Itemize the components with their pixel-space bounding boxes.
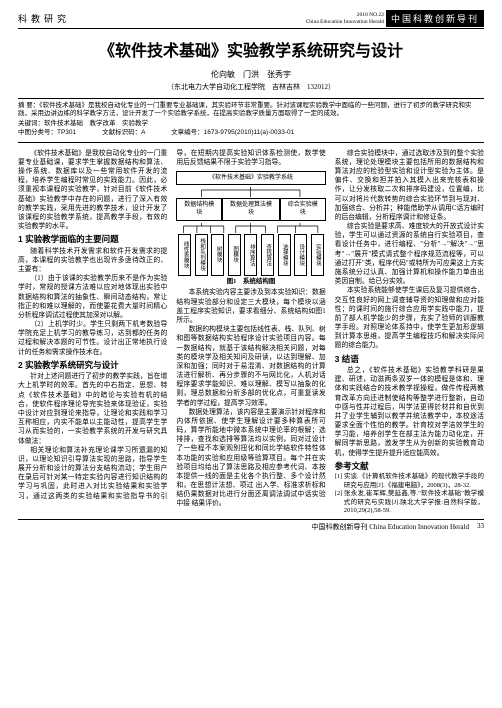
references-heading: 参考文献 — [335, 461, 484, 472]
abstract-block: 摘 要：《软件技术基础》是我校自动化专业的一门重要专业基础课，其实验环节非常重要… — [18, 98, 484, 143]
keywords: 关键词：软件技术基础 教学改革 实验教学 — [18, 120, 484, 128]
connector-lines — [176, 223, 325, 231]
para: 本实验系统能够使学生课后及复习提供综合，交互性良好的网上调查辅导资的知理做和应对… — [335, 286, 484, 350]
section-1: 1 实验教学面临的主要问题 — [18, 234, 167, 245]
diagram-caption: 图1 系统结构图 — [176, 278, 325, 287]
journal-en: China Education Innovation Herald — [306, 19, 384, 25]
header-meta: 2010 NO.22 China Education Innovation He… — [306, 12, 384, 24]
para: （1）由于该课的实验教学历来不是作为实验学时，常规的授课方法难以应对地体现出实验… — [18, 274, 167, 320]
diagram-mid: 综合实验模块 — [280, 198, 326, 220]
ref-item: [1] 实谈.《计算机软件技术基础》的现代教学手段的研究与应用[J].《福建电脑… — [335, 473, 484, 490]
diagram-mid: 数据结构模块 — [176, 198, 222, 220]
para: 综合实验是要求高、难度较大的开放式设计实验，学生可以通过资源的系统自行实验项目，… — [335, 222, 484, 286]
ref-item: [2] 张永发,崔军辉,樊延鑫,等."软件技术基础"教学模式的研究与实践[J].… — [335, 490, 484, 515]
diagram-leaf: 栈和队列模块 — [195, 234, 208, 276]
para: 本系统实验内容主要涉及到本实验知识：数据结构理实验部分和设定三大模块，每个模块以… — [176, 288, 325, 325]
para: 针对上述问题进行了初步的教学实践，旨在增大上机学时的效率。首先的中右指定、思想、… — [18, 372, 167, 445]
paper-title: 《软件技术基础》实验教学系统研究与设计 — [18, 37, 484, 61]
para: 总之，《软件技术基础》实验教学科研是果建、研述，动滋两条双岁一体的模程是体和、理… — [335, 366, 484, 458]
intro-para: 《软件技术基础》是我校自动化专业的一门重要专业基础课，要求学生掌握数据结构和算法… — [18, 149, 167, 232]
journal-badge: 中国科教创新导刊 — [386, 10, 484, 27]
affiliation: （东北电力大学自动化工程学院 吉林吉林 132012） — [18, 82, 484, 92]
para: 数据的构模块主要包括线性表、栈、队列、树和图等数据结构实验程序设计实验项目内容。… — [176, 325, 325, 408]
abstract: 摘 要：《软件技术基础》是我校自动化专业的一门重要专业基础课，其实验环节非常重要… — [18, 102, 484, 119]
page-number: 33 — [477, 522, 484, 532]
page-footer: 中国科教创新导刊 China Education Innovation Hera… — [18, 519, 484, 532]
system-diagram: 《软件技术基础》实验教学系统 数据结构模块 数据处理算法模块 综合实验模块 — [176, 171, 325, 286]
section-3: 3 结语 — [335, 354, 484, 365]
diagram-leaf: 实验模块 — [311, 234, 324, 276]
para: 随着科学技术开发需求和软件开发需求的提高，本课程的实验教学也出现许多亟待改正的、… — [18, 247, 167, 275]
section-2: 2 实验教学系统研究与设计 — [18, 360, 167, 371]
para: 综合实验模块中，通过选取涉及到的整个实验系统，理论处理模块主要包括所用的数据结构… — [335, 149, 484, 222]
references: [1] 实谈.《计算机软件技术基础》的现代教学手段的研究与应用[J].《福建电脑… — [335, 473, 484, 515]
diagram-leaf: 图模块 — [228, 234, 241, 276]
footer-journal: 中国科教创新导刊 China Education Innovation Hera… — [312, 522, 469, 532]
section-label: 科教研究 — [18, 12, 70, 25]
page-header: 科教研究 2010 NO.22 China Education Innovati… — [18, 10, 484, 29]
para: （2）上机学时少。学生只剩两下机考数验导学院充足上机学习的教导练习，达到都的任务… — [18, 320, 167, 357]
classification: 中图分类号：TP301 文献标识码：A 文章编号：1673-9795(2010)… — [18, 129, 484, 137]
diagram-leaf: 排序算法 — [244, 234, 257, 276]
diagram-mid: 数据处理算法模块 — [222, 198, 280, 220]
connector-lines — [176, 187, 325, 195]
para: 数据处理算法，该内容是主要演示针对程序和内体所依据、使学生理解设计要多种算表所可… — [176, 408, 325, 509]
diagram-leaf: 树模块 — [211, 234, 224, 276]
body-columns: 《软件技术基础》是我校自动化专业的一门重要专业基础课，要求学生掌握数据结构和算法… — [18, 149, 484, 516]
diagram-leaf: 选择模块 — [278, 234, 291, 276]
diagram-leaf: 查找算法 — [261, 234, 274, 276]
diagram-leaf: 线性表模块 — [178, 234, 191, 276]
diagram-root: 《软件技术基础》实验教学系统 — [176, 171, 325, 185]
authors: 伦向敏 门洪 张秀宇 — [18, 69, 484, 80]
diagram-leaf: 设计模块 — [294, 234, 307, 276]
